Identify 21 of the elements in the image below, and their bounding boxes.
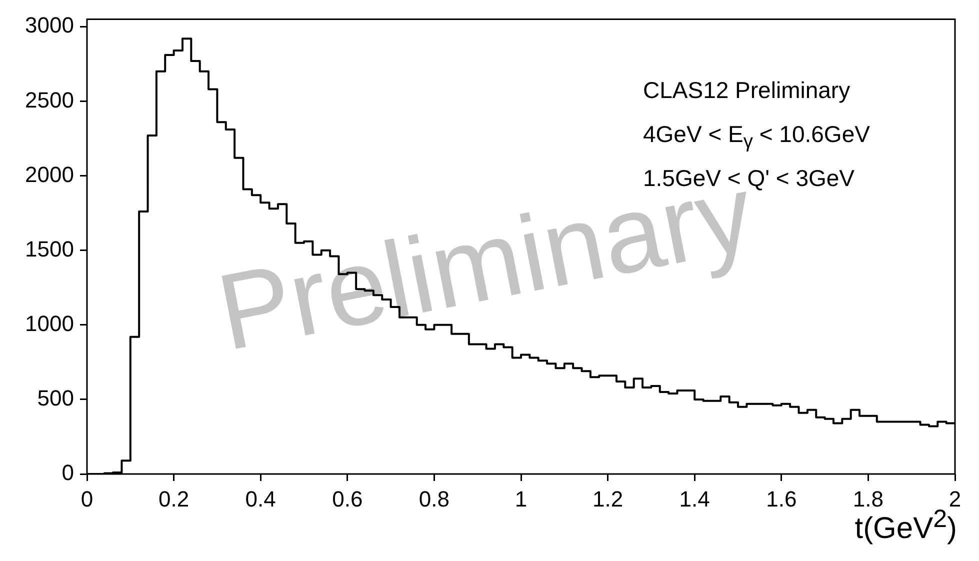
x-tick-label: 1.6: [766, 486, 797, 512]
y-tick-label: 1500: [25, 236, 74, 262]
x-tick-label: 0.2: [158, 486, 190, 512]
x-tick-label: 1.2: [592, 486, 624, 512]
y-tick-label: 2000: [25, 162, 74, 187]
annotation: 4GeV < E$_{γ}$ < 10.6GeV: [643, 121, 870, 153]
x-tick-label: 1: [514, 486, 528, 512]
y-tick-label: 1000: [25, 310, 74, 336]
y-tick-label: 500: [37, 386, 74, 411]
x-tick-label: 0.8: [418, 486, 450, 512]
x-tick-label: 2: [948, 486, 962, 512]
y-tick-label: 3000: [25, 12, 74, 38]
x-tick-label: 1.4: [679, 486, 710, 512]
x-tick-label: 0: [80, 486, 94, 512]
annotation: 1.5GeV < Q' < 3GeV: [643, 165, 855, 192]
x-tick-label: 0.6: [332, 486, 363, 512]
x-tick-label: 1.8: [852, 486, 884, 512]
y-tick-label: 2500: [25, 87, 74, 112]
annotation: CLAS12 Preliminary: [643, 77, 850, 104]
x-tick-label: 0.4: [245, 486, 276, 512]
y-tick-label: 0: [62, 460, 74, 486]
